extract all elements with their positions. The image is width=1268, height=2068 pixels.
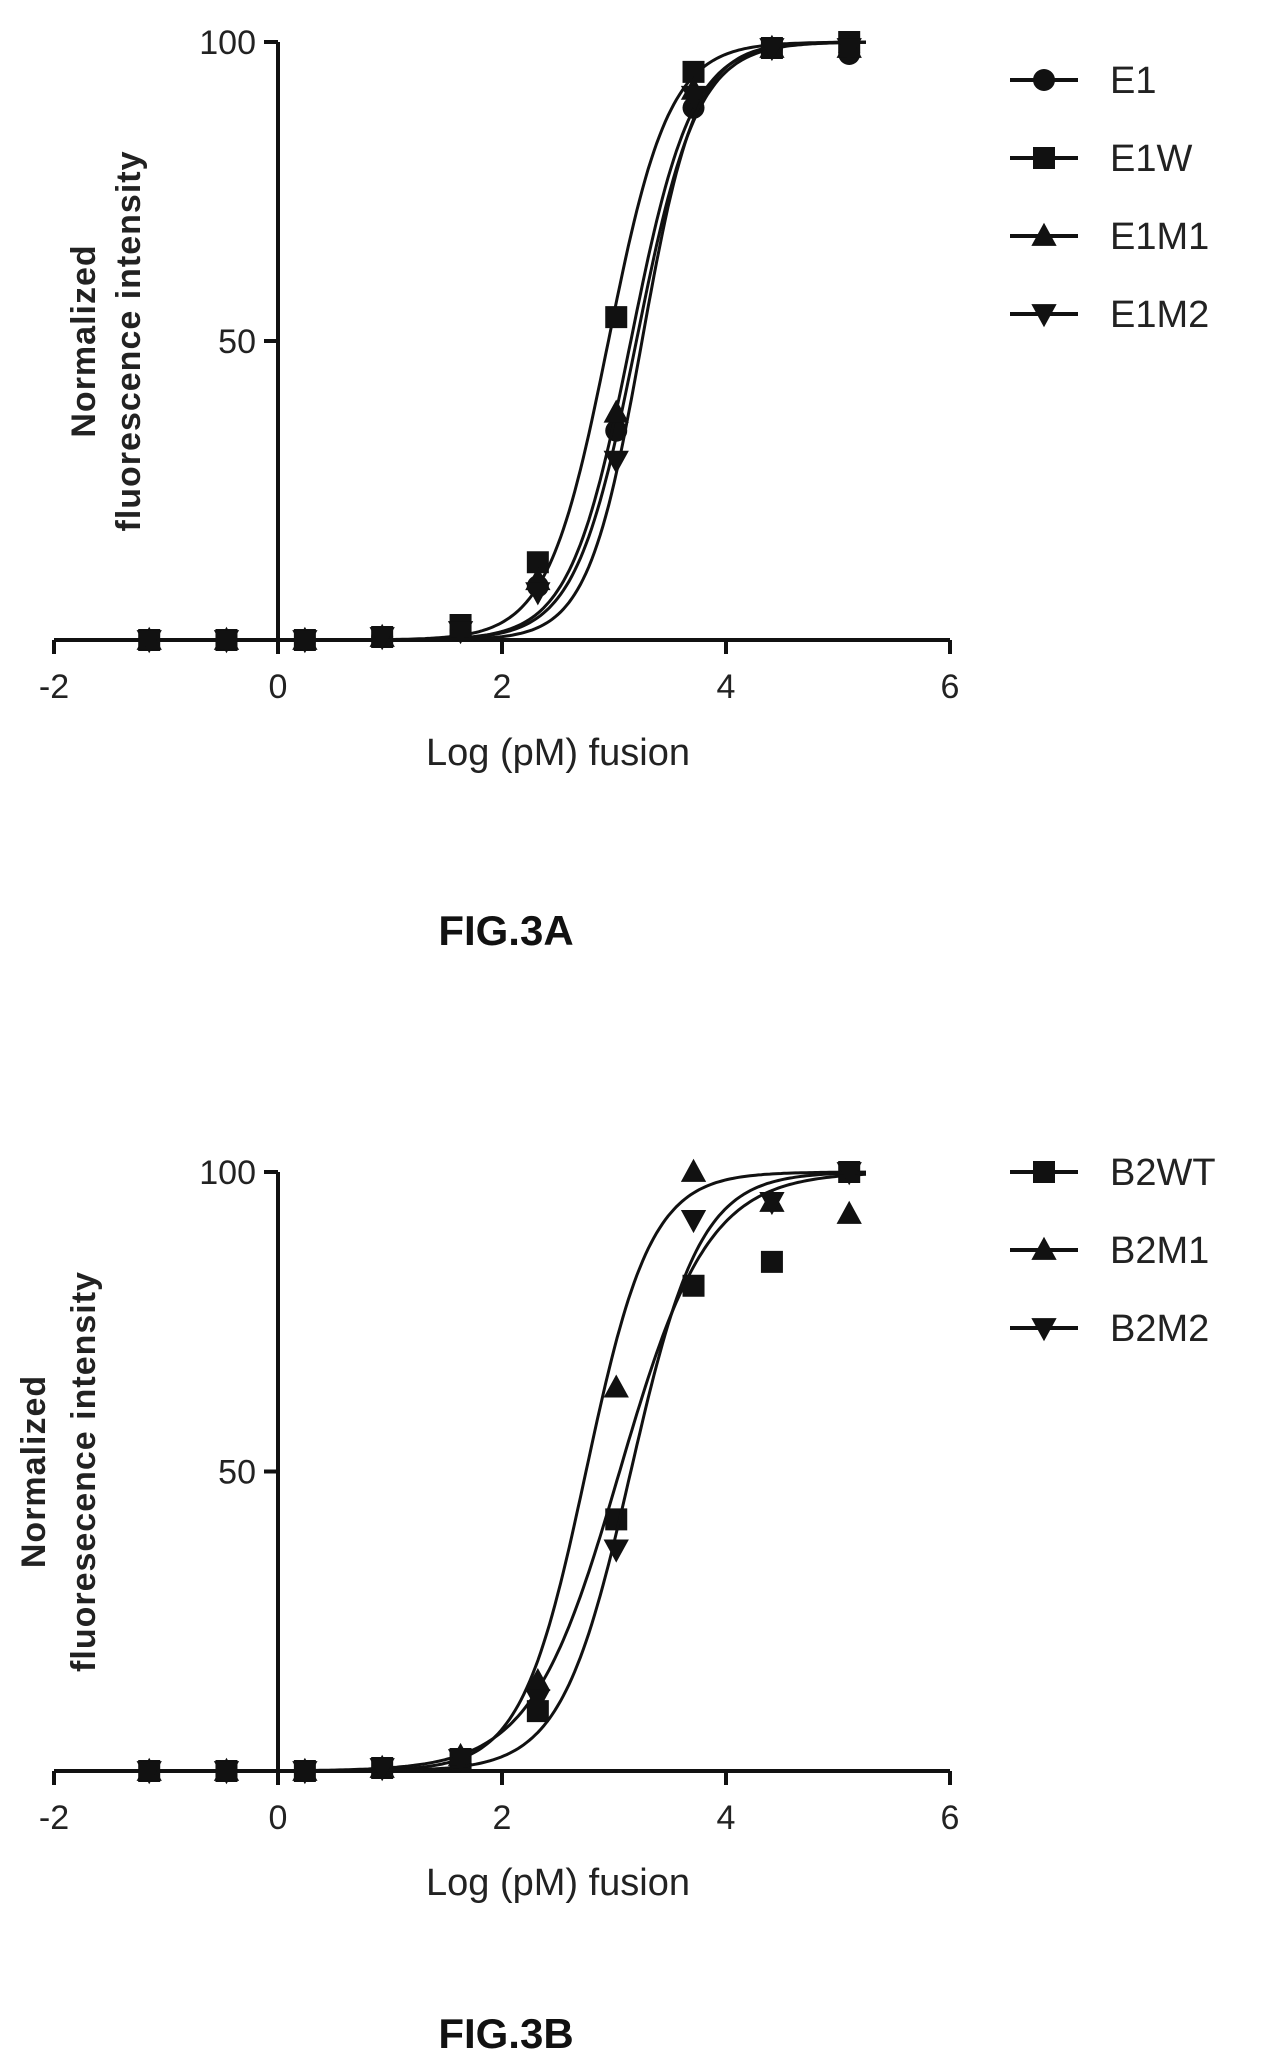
y-axis-label-line1: Normalized [15,1375,53,1568]
figure-caption: FIG.3A [438,907,573,954]
y-tick-label: 100 [199,24,256,62]
legend-label-e1w: E1W [1110,138,1192,180]
x-tick-label: 4 [717,668,736,706]
data-point-b2m1 [603,1374,629,1398]
chart-panel-b: -2 0 2 4 6 50 100 Log (pM) fusion Normalized fluo… [15,1152,1216,2057]
x-tick-label: 4 [717,1799,736,1837]
x-tick-label: 6 [941,1799,960,1837]
y-tick-label: 50 [218,1454,256,1492]
fit-curve-b2m2 [300,1171,866,1773]
chart-panel-a: -2 0 2 4 6 50 100 Log (pM) fusion Normalized fluo… [39,24,1209,954]
legend: B2WT B2M1 B2M2 [1010,1152,1216,1350]
y-tick-label: 50 [218,323,256,361]
data-point-e1m2 [680,85,707,110]
x-axis-label: Log (pM) fusion [426,1862,690,1904]
data-point-e1m2 [136,630,162,654]
x-tick-label: 2 [493,1799,512,1837]
data-point-b2m1 [680,1158,707,1182]
data-point-e1w [682,60,705,83]
data-point-b2m2 [369,1758,395,1782]
data-point-e1m2 [292,630,318,654]
legend-marker-e1w [1033,147,1055,169]
data-point-e1w [526,551,549,574]
data-point-e1m2 [603,450,629,474]
figure-caption: FIG.3B [438,2010,573,2057]
legend-label-b2wt: B2WT [1110,1152,1216,1194]
data-point-b2m2 [447,1749,474,1773]
data-point-e1m2 [525,582,551,606]
data-point-e1m2 [759,38,785,62]
legend-label-e1: E1 [1110,60,1156,102]
data-point-e1m1 [603,399,629,423]
data-point-b2m2 [292,1761,318,1785]
data-point-b2m2 [136,1761,162,1785]
x-tick-label: 0 [269,668,288,706]
x-tick-label: -2 [39,1799,69,1837]
data-point-b2m2 [525,1689,551,1713]
legend-marker-b2m1 [1031,1236,1057,1260]
legend-label-b2m1: B2M1 [1110,1230,1209,1272]
legend-marker-e1m1 [1031,222,1057,246]
y-axis-label-line2: fluoresecence intensity [65,1271,103,1672]
fit-curve-e1 [300,40,866,642]
x-tick-label: -2 [39,668,69,706]
data-point-b2m2 [759,1192,785,1216]
y-axis-label-line1: Normalized [65,244,103,437]
legend-label-b2m2: B2M2 [1110,1308,1209,1350]
legend-marker-b2wt [1033,1161,1055,1183]
legend-marker-e1m2 [1031,304,1057,328]
legend: E1 E1W E1M1 E1M2 [1010,60,1209,336]
data-point-b2m2 [213,1761,240,1785]
data-point-b2m2 [603,1539,629,1563]
data-point-e1m2 [447,621,474,645]
series-e1m2 [136,38,866,654]
y-tick-label: 100 [199,1154,256,1192]
data-point-b2m2 [836,1162,862,1186]
legend-marker-b2m2 [1031,1318,1057,1342]
data-point-e1w [605,306,628,329]
data-point-e1m2 [836,38,862,62]
x-tick-label: 6 [941,668,960,706]
x-axis-label: Log (pM) fusion [426,732,690,774]
data-point-b2m1 [836,1200,862,1224]
y-axis-label-line2: fluorescence intensity [110,150,148,531]
x-tick-label: 2 [493,668,512,706]
legend-label-e1m2: E1M2 [1110,294,1209,336]
data-point-b2wt [682,1274,705,1297]
data-point-b2wt [760,1250,783,1273]
data-point-b2m2 [680,1210,707,1234]
legend-marker-e1 [1033,69,1055,91]
x-tick-label: 0 [269,1799,288,1837]
series-b2m2 [136,1162,866,1785]
data-point-e1m2 [369,627,395,651]
data-point-e1m2 [213,630,240,654]
legend-label-e1m1: E1M1 [1110,216,1209,258]
data-point-b2m1 [525,1667,551,1692]
